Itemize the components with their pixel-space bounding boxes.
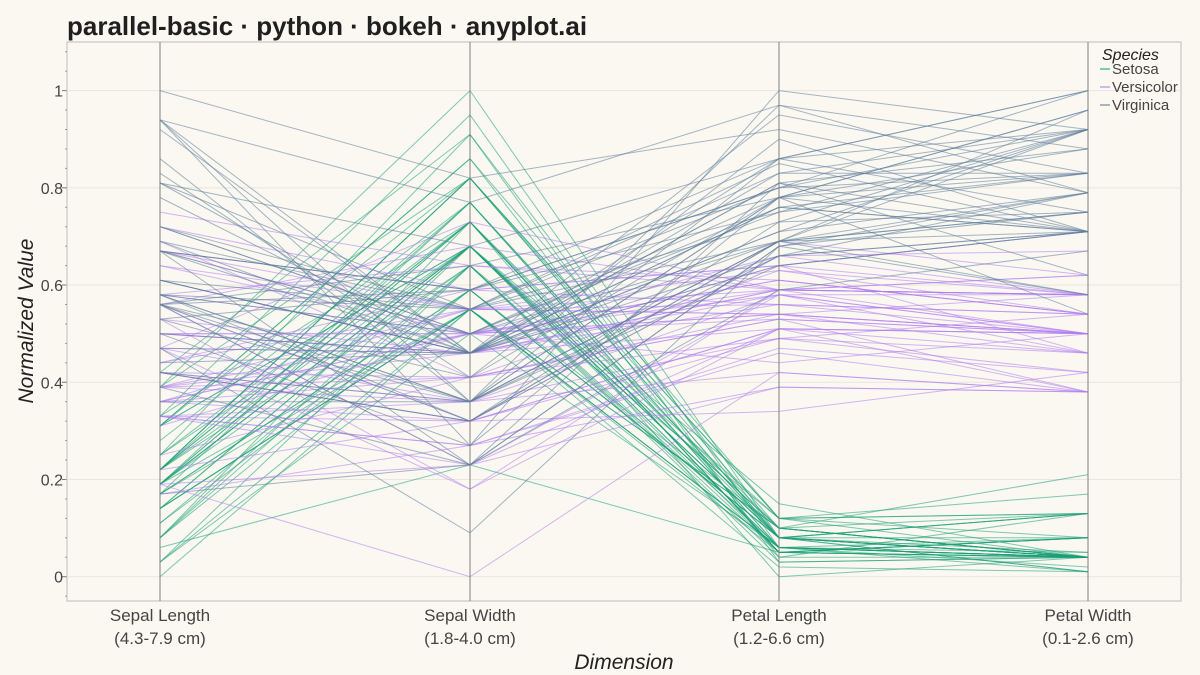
x-tick-label: Sepal Width [424,606,516,625]
y-tick-label: 0.4 [41,375,63,392]
line-virginica [159,231,1089,354]
line-versicolor [160,279,1089,335]
x-tick-label: Petal Width [1045,606,1132,625]
line-versicolor [159,372,1089,471]
line-virginica [159,231,1089,364]
line-virginica [159,90,1089,194]
x-axis-labels: Sepal Length (4.3-7.9 cm) Sepal Width (1.8-… [110,606,1134,648]
legend-item-versicolor: Versicolor [1112,79,1178,96]
y-tick-label: 0.6 [41,278,63,295]
x-axis-title: Dimension [574,651,673,674]
data-lines [159,89,1089,578]
line-virginica [159,211,1089,466]
y-tick-label: 0.8 [41,181,63,198]
line-virginica [159,90,1089,247]
line-virginica [159,245,1089,534]
line-virginica [159,148,1089,403]
y-tick-label: 0 [54,570,63,587]
y-axis-ticks: 0 0.2 0.4 0.6 0.8 1 [41,51,67,597]
line-setosa [159,308,1089,578]
line-virginica [159,211,1089,422]
line-setosa [159,177,1089,558]
line-setosa [159,464,1089,553]
line-virginica [159,109,1089,335]
line-virginica [160,192,1089,403]
line-versicolor [159,386,1089,485]
y-tick-label: 1 [54,84,63,101]
legend-item-virginica: Virginica [1112,97,1170,114]
line-virginica [159,196,1089,447]
line-versicolor [159,371,1089,403]
legend-item-setosa: Setosa [1112,61,1159,78]
line-virginica [159,206,1089,335]
line-virginica [159,119,1089,354]
chart-title: parallel-basic · python · bokeh · anyplo… [67,11,587,41]
plot-frame [66,41,1182,602]
x-tick-range: (1.2-6.6 cm) [733,629,825,648]
line-virginica [159,129,1089,335]
line-virginica [159,90,1089,291]
dimension-axes [159,42,1089,601]
line-versicolor [159,352,1089,447]
line-virginica [159,129,1089,310]
line-versicolor [159,318,1089,388]
legend-title: Species [1102,47,1159,64]
line-virginica [159,162,1089,310]
y-tick-label: 0.2 [41,472,63,489]
x-tick-range: (4.3-7.9 cm) [114,629,206,648]
x-tick-range: (1.8-4.0 cm) [424,629,516,648]
x-tick-range: (0.1-2.6 cm) [1042,629,1134,648]
x-tick-label: Petal Length [731,606,826,625]
line-virginica [159,104,1089,403]
x-tick-label: Sepal Length [110,606,210,625]
y-axis-title: Normalized Value [15,239,38,404]
line-virginica [159,129,1089,320]
line-virginica [159,192,1089,354]
line-virginica [159,231,1089,354]
